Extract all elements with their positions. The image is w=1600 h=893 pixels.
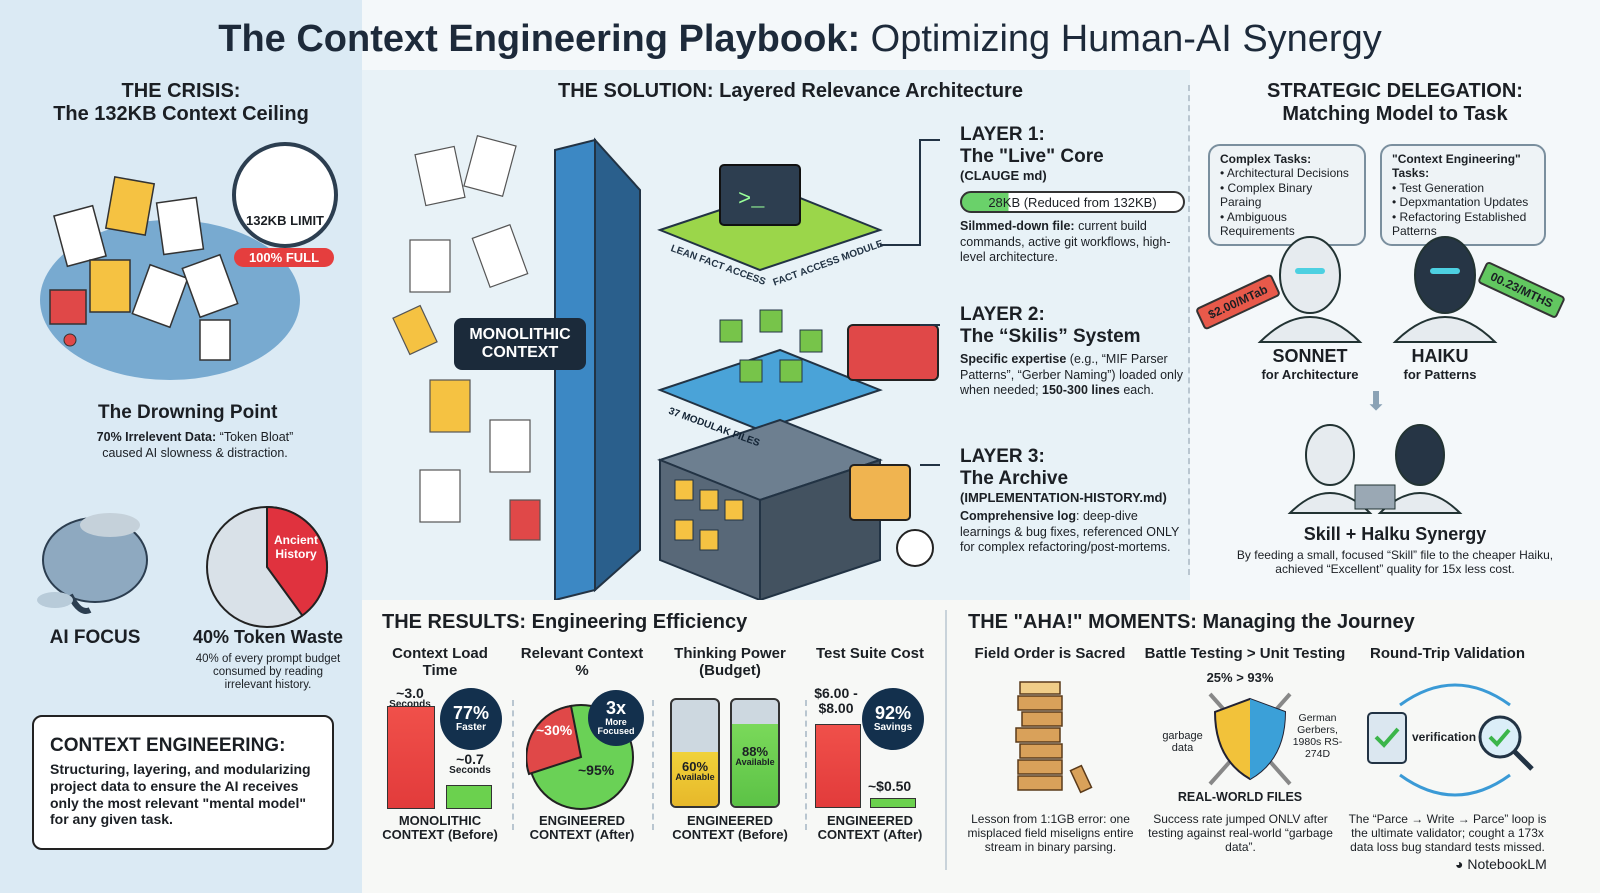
battle-stat: 25% > 93% (1206, 670, 1274, 685)
synergy-title: Skill + Halku Synergy (1303, 524, 1487, 544)
context-engineering-definition: CONTEXT ENGINEERING: Structuring, layeri… (32, 715, 334, 850)
cost-after: ~$0.50 (868, 778, 912, 794)
size-reduction-bar: 28KB (Reduced from 132KB) (960, 191, 1185, 213)
terminal-icon (719, 164, 801, 226)
foggy-brain-icon (37, 513, 148, 614)
layer-1: LAYER 1: The "Live" Core (CLAUGE md) 28K… (960, 124, 1185, 266)
layer-2: LAYER 2: The “Skilis” System Specific ex… (960, 304, 1184, 398)
aha-title-field-order: Field Order is Sacred (974, 645, 1126, 662)
gauge-status: 100% FULL (234, 248, 334, 267)
haiku-robot-icon (1392, 236, 1498, 343)
bar-cost-before (815, 724, 861, 808)
bar-load-after (446, 784, 492, 809)
round-trip-loop-icon (1367, 683, 1534, 797)
ai-focus-label: AI FOCUS (49, 627, 141, 648)
definition-title: CONTEXT ENGINEERING: (50, 735, 286, 756)
cost-footer: ENGINEERED CONTEXT (After) (817, 813, 923, 842)
synergy-robots-illustration (1287, 424, 1463, 514)
load-time-title: Context Load Time (392, 645, 488, 679)
cost-before: $6.00 - $8.00 (814, 685, 858, 716)
architecture-illustration: >_ (392, 134, 940, 600)
gauge-icon: 132KB LIMIT (232, 142, 338, 248)
synergy-text: By feeding a small, focused “Skill” file… (1236, 548, 1554, 577)
arrow-down-icon: ⬇ (1365, 386, 1387, 416)
aha-text-battle-testing: Success rate jumped ONLV after testing a… (1148, 812, 1333, 854)
garbage-data-label: garbage data (1162, 730, 1203, 755)
waste-text: 40% of every prompt budget consumed by r… (195, 653, 341, 692)
load-after-value: ~0.7 Seconds (449, 751, 491, 776)
glass-wall (554, 138, 596, 600)
page-title: The Context Engineering Playbook: Optimi… (218, 18, 1382, 60)
thinking-title: Thinking Power (Budget) (674, 645, 786, 679)
delegation-heading: STRATEGIC DELEGATION: Matching Model to T… (1267, 80, 1523, 125)
modular-cubes (719, 309, 823, 383)
clipboard-check-icon (1367, 712, 1407, 764)
relevant-after: ~95% (578, 762, 615, 778)
relevant-footer: ENGINEERED CONTEXT (After) (529, 813, 635, 842)
haiku-label: HAIKU for Patterns (1403, 346, 1477, 382)
thinking-footer: ENGINEERED CONTEXT (Before) (672, 813, 788, 842)
monolithic-context-label: MONOLITHIC CONTEXT (454, 318, 586, 370)
waste-title: 40% Token Waste (192, 627, 344, 647)
battery-before-fill (672, 751, 718, 806)
pie-slice-monolithic (526, 704, 583, 776)
shield-swords-icon (1208, 692, 1292, 786)
sonnet-label: SONNET for Architecture (1261, 346, 1359, 382)
aha-title-round-trip: Round-Trip Validation (1370, 645, 1525, 662)
crisis-heading: THE CRISIS: The 132KB Context Ceiling (53, 80, 309, 125)
drowning-title: The Drowning Point (98, 402, 278, 423)
battery-before (670, 698, 720, 808)
layer-3: LAYER 3: The Archive (IMPLEMENTATION-HIS… (960, 446, 1180, 555)
svg-text:>_: >_ (738, 187, 765, 212)
magnifier-check-icon (1478, 715, 1522, 759)
aha-text-field-order: Lesson from 1:1GB error: one misplaced f… (967, 812, 1134, 854)
battery-after (730, 698, 780, 808)
pie-label: Ancient History (273, 533, 318, 561)
real-world-files-label: REAL-WORLD FILES (1177, 790, 1303, 804)
load-before-value: ~3.0 Seconds (389, 685, 431, 710)
drowning-text: 70% Irrelevent Data: “Token Bloat” cause… (96, 430, 294, 460)
sonnet-robot-icon (1257, 236, 1363, 343)
complex-tasks-bubble: Complex Tasks: • Architectural Decisions •… (1208, 144, 1366, 247)
relevant-title: Relevant Context % (520, 645, 644, 679)
solution-heading: THE SOLUTION: Layered Relevance Architec… (558, 80, 1023, 102)
relevant-before: ~30% (536, 722, 573, 738)
focused-badge: 3x More Focused (588, 690, 644, 746)
bar-load-before (387, 705, 435, 809)
context-tasks-bubble: "Context Engineering" Tasks: • Test Gener… (1380, 144, 1546, 247)
archive-box-icon (849, 464, 911, 521)
german-gerbers-label: German Gerbers, 1980s RS-274D (1292, 712, 1343, 761)
thinking-after: 88% Available (735, 744, 775, 767)
jenga-tower-icon (1015, 681, 1093, 794)
verification-label: verification (1412, 730, 1477, 744)
bar-cost-after (870, 798, 916, 808)
aha-heading: THE "AHA!" MOMENTS: Managing the Journey (968, 611, 1415, 633)
definition-text: Structuring, layering, and modularizing … (50, 761, 311, 828)
cost-title: Test Suite Cost (815, 645, 925, 662)
aha-title-battle-testing: Battle Testing > Unit Testing (1144, 645, 1346, 662)
robot-models-illustration (1257, 236, 1498, 343)
notebooklm-logo-icon: ◕ (1455, 856, 1468, 872)
token-waste-pie (206, 505, 328, 628)
aha-text-round-trip: The “Parce → Write → Parce” loop is the … (1348, 812, 1547, 854)
load-footer: MONOLITHIC CONTEXT (Before) (382, 813, 498, 842)
toolbox-icon (847, 324, 939, 381)
thinking-before: 60% Available (675, 759, 715, 782)
battery-after-fill (732, 723, 778, 806)
savings-badge: 92% Savings (862, 688, 924, 750)
pie-slice-ancient-history (266, 505, 328, 617)
scattered-documents (392, 134, 541, 541)
faster-badge: 77% Faster (440, 688, 502, 750)
clock-icon (896, 529, 934, 567)
notebooklm-brand: ◕ NotebookLM (1455, 856, 1547, 872)
results-heading: THE RESULTS: Engineering Efficiency (382, 611, 748, 633)
